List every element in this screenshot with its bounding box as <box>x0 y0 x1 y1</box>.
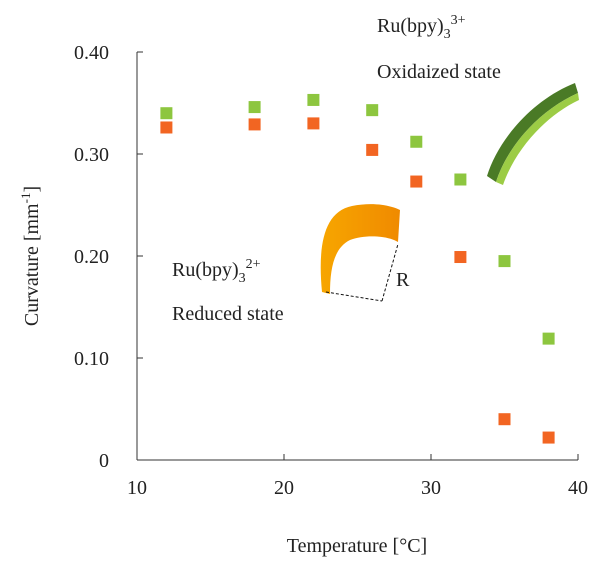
point <box>498 255 511 268</box>
radius-label: R <box>396 269 410 291</box>
point <box>248 101 261 114</box>
point <box>307 93 320 106</box>
point <box>160 121 173 134</box>
x-tick-label: 10 <box>127 477 147 499</box>
y-axis-label: Curvature [mm-1] <box>18 186 43 326</box>
x-axis-label: Temperature [°C] <box>287 535 427 557</box>
point <box>542 431 555 444</box>
y-tick-label: 0.40 <box>74 42 109 64</box>
y-tick-label: 0 <box>99 450 109 472</box>
formula-sup: 2+ <box>246 257 261 272</box>
x-tick-label: 30 <box>421 477 441 499</box>
x-tick-label: 20 <box>274 477 294 499</box>
y-tick-label: 0.10 <box>74 348 109 370</box>
point <box>454 173 467 186</box>
formula: Ru(bpy) <box>377 15 444 37</box>
point <box>542 332 555 345</box>
x-tick-label: 40 <box>568 477 588 499</box>
radius-line <box>325 291 383 302</box>
y-tick-label: 0.30 <box>74 144 109 166</box>
oxidized-strip-face <box>496 93 579 185</box>
point <box>410 175 423 188</box>
annotation: Ru(bpy)32+ <box>172 257 261 286</box>
point <box>307 117 320 130</box>
y-label-main: Curvature [mm <box>21 203 43 326</box>
annotation: Reduced state <box>172 303 284 325</box>
y-label-end: ] <box>21 186 43 193</box>
point <box>410 135 423 148</box>
formula-sub: 3 <box>239 271 246 286</box>
point <box>498 413 511 426</box>
point <box>454 251 467 264</box>
annotation: Oxidaized state <box>377 61 501 83</box>
formula-sub: 3 <box>444 27 451 42</box>
y-label-sup: -1 <box>18 193 33 204</box>
formula: Ru(bpy) <box>172 259 239 281</box>
point <box>160 107 173 120</box>
formula-sup: 3+ <box>451 13 466 28</box>
y-tick-label: 0.20 <box>74 246 109 268</box>
annotation: Ru(bpy)33+ <box>377 13 466 42</box>
reduced-strip <box>320 204 400 294</box>
point <box>248 118 261 131</box>
point <box>366 143 379 156</box>
oxidized-strip <box>487 83 578 182</box>
point <box>366 104 379 117</box>
